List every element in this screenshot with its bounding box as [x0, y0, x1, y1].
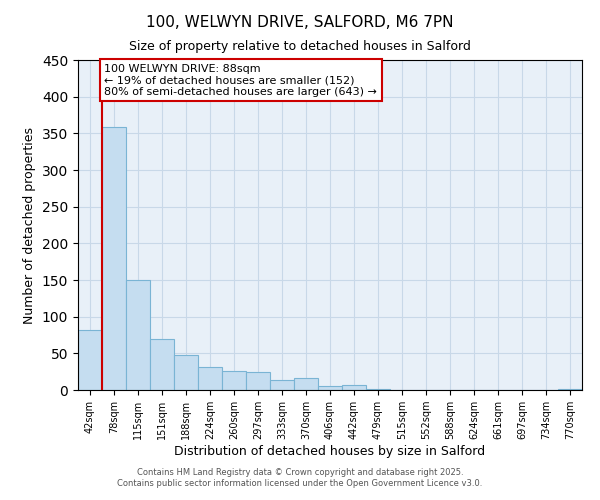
X-axis label: Distribution of detached houses by size in Salford: Distribution of detached houses by size …: [175, 445, 485, 458]
Bar: [198, 366, 222, 390]
Bar: [174, 355, 198, 390]
Bar: [366, 388, 390, 390]
Bar: [102, 128, 126, 390]
Bar: [126, 280, 150, 390]
Bar: [558, 388, 582, 390]
Bar: [318, 386, 342, 390]
Bar: [222, 371, 246, 390]
Text: 100, WELWYN DRIVE, SALFORD, M6 7PN: 100, WELWYN DRIVE, SALFORD, M6 7PN: [146, 15, 454, 30]
Y-axis label: Number of detached properties: Number of detached properties: [23, 126, 37, 324]
Text: Size of property relative to detached houses in Salford: Size of property relative to detached ho…: [129, 40, 471, 53]
Text: Contains HM Land Registry data © Crown copyright and database right 2025.
Contai: Contains HM Land Registry data © Crown c…: [118, 468, 482, 487]
Text: 100 WELWYN DRIVE: 88sqm
← 19% of detached houses are smaller (152)
80% of semi-d: 100 WELWYN DRIVE: 88sqm ← 19% of detache…: [104, 64, 377, 97]
Bar: [150, 338, 174, 390]
Bar: [270, 380, 294, 390]
Bar: [342, 385, 366, 390]
Bar: [246, 372, 270, 390]
Bar: [78, 330, 102, 390]
Bar: [294, 378, 318, 390]
